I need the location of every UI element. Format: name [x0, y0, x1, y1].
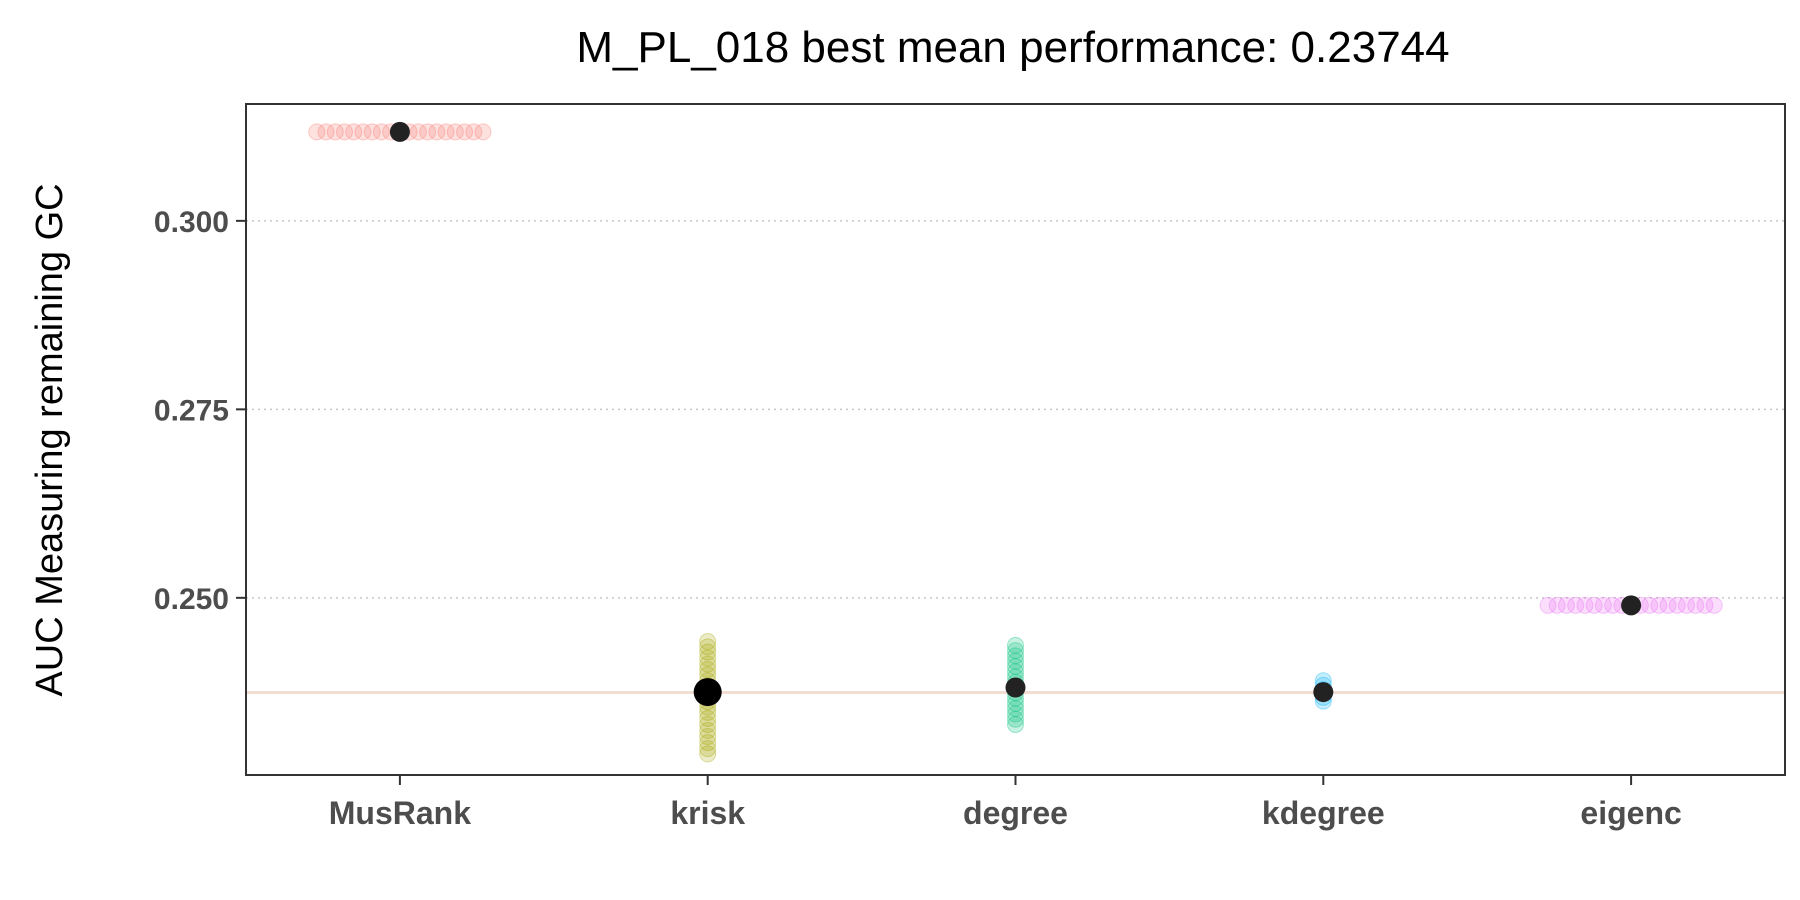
data-point [1007, 715, 1024, 733]
data-point [363, 123, 381, 141]
data-point [1641, 596, 1659, 614]
data-point [1548, 596, 1566, 614]
mean-marker [1313, 682, 1334, 703]
data-point [699, 734, 717, 752]
data-point [1007, 647, 1024, 665]
data-point [699, 715, 717, 733]
data-point [1539, 596, 1557, 614]
data-point [409, 123, 427, 141]
data-point [1705, 596, 1723, 614]
data-point [1007, 705, 1024, 723]
y-tick-label: 0.275 [154, 394, 229, 427]
x-tick-label: eigenc [1580, 795, 1681, 831]
data-point [474, 123, 492, 141]
data-point [456, 123, 474, 141]
data-point [465, 123, 483, 141]
data-point [1557, 596, 1575, 614]
data-point [1007, 657, 1024, 675]
data-point [345, 123, 363, 141]
data-point [699, 722, 717, 740]
data-point [354, 123, 372, 141]
data-point [699, 660, 717, 678]
data-point [1594, 596, 1612, 614]
data-point [1696, 596, 1714, 614]
data-point [437, 123, 455, 141]
x-tick-label: krisk [670, 795, 745, 831]
data-point [699, 643, 717, 661]
x-tick-label: degree [963, 795, 1068, 831]
data-point [1585, 596, 1603, 614]
data-point [1659, 596, 1677, 614]
plot-area: 0.250 0.275 0.300 MusRank krisk degree kdegree… [154, 103, 1786, 831]
data-point [699, 709, 717, 727]
mean-marker [389, 121, 410, 142]
data-point [699, 655, 717, 673]
data-point [1576, 596, 1594, 614]
data-point [1687, 596, 1705, 614]
data-point [326, 123, 344, 141]
y-tick-label: 0.250 [154, 583, 229, 616]
mean-marker [1005, 677, 1026, 698]
data-point [1668, 596, 1686, 614]
x-tick-label: kdegree [1262, 795, 1385, 831]
mean-marker [693, 678, 722, 707]
data-point [1007, 636, 1024, 654]
data-point [1650, 596, 1668, 614]
x-tick-label: MusRank [329, 795, 471, 831]
data-point [335, 123, 353, 141]
data-point [699, 728, 717, 746]
data-point [699, 740, 717, 758]
data-point [446, 123, 464, 141]
mean-marker [1621, 595, 1642, 616]
data-point [317, 123, 335, 141]
data-point [1007, 652, 1024, 670]
data-point [699, 745, 717, 763]
data-point [1604, 596, 1622, 614]
data-point [699, 638, 717, 656]
data-point [1007, 642, 1024, 660]
data-point [1678, 596, 1696, 614]
data-point [308, 123, 326, 141]
data-point [372, 123, 390, 141]
data-point [1007, 710, 1024, 728]
data-point [428, 123, 446, 141]
y-tick-label: 0.300 [154, 206, 229, 239]
data-point [419, 123, 437, 141]
data-point [1007, 700, 1024, 718]
y-axis-label: AUC Measuring remaining GC [29, 183, 71, 696]
data-point [1567, 596, 1585, 614]
chart-title: M_PL_018 best mean performance: 0.23744 [576, 23, 1449, 72]
data-point [699, 633, 717, 651]
data-point [699, 649, 717, 667]
